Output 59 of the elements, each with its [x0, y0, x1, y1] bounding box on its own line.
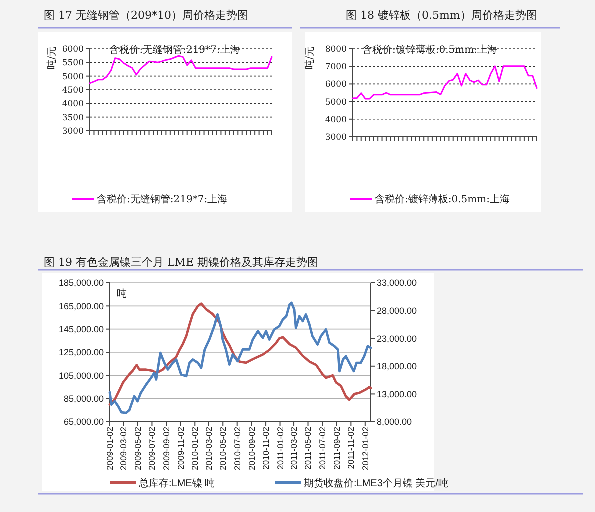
legend-label: 含税价:无缝钢管:219*7:上海 [97, 194, 228, 206]
y-tick-label: 4000 [62, 100, 84, 110]
y-tick-label: 3500 [62, 113, 84, 124]
y2-tick-label: 28,000.00 [377, 306, 418, 316]
y-axis-title: 吨 [117, 288, 127, 300]
x-tick-label: 2011-05-02 [303, 426, 314, 470]
x-tick-label: 2012-01-02 [360, 426, 370, 470]
y-tick-label: 4000 [325, 115, 347, 126]
chart-title: 图 18 镀锌板（0.5mm）周价格走势图 [346, 9, 538, 22]
y-tick-label: 105,000.00 [58, 370, 104, 381]
line-series [352, 66, 538, 100]
y2-tick-label: 8,000.00 [377, 417, 412, 428]
y-tick-label: 7000 [325, 62, 347, 73]
y2-tick-label: 33,000.00 [377, 278, 418, 288]
y2-tick-label: 18,000.00 [377, 362, 418, 372]
chart-title: 图 17 无缝钢管（209*10）周价格走势图 [44, 9, 248, 22]
y-tick-label: 8000 [325, 44, 347, 55]
y-tick-label: 165,000.00 [58, 301, 104, 312]
y-tick-label: 3000 [62, 126, 84, 137]
chart-title: 图 19 有色金属镍三个月 LME 期镍价格及其库存走势图 [44, 256, 319, 269]
y-tick-label: 125,000.00 [58, 348, 104, 358]
x-tick-label: 2010-09-02 [246, 426, 257, 470]
y-tick-label: 5000 [325, 98, 347, 108]
x-tick-label: 2010-03-02 [204, 426, 214, 470]
chart-subtitle: 含税价:镀锌薄板:0.5mm:上海 [362, 44, 498, 56]
x-tick-label: 2010-01-02 [190, 426, 200, 470]
y-tick-label: 145,000.00 [58, 324, 104, 334]
y-tick-label: 6000 [325, 80, 347, 90]
x-tick-label: 2009-09-02 [162, 426, 172, 470]
x-tick-label: 2010-07-02 [232, 426, 242, 470]
y-axis-title: 吨/元 [304, 46, 316, 70]
y-tick-label: 65,000.00 [64, 417, 104, 428]
x-tick-label: 2011-07-02 [317, 426, 328, 470]
x-tick-label: 2010-11-02 [261, 426, 272, 470]
legend-label: 期货收盘价:LME3个月镍 美元/吨 [304, 478, 448, 490]
x-tick-label: 2009-11-02 [176, 426, 186, 470]
y-tick-label: 5500 [62, 58, 84, 69]
x-tick-label: 2010-05-02 [218, 426, 228, 470]
x-tick-label: 2011-11-02 [346, 426, 356, 470]
x-tick-label: 2009-03-02 [118, 426, 129, 470]
legend-label: 总库存:LME镍 吨 [138, 478, 216, 490]
y-tick-label: 5000 [62, 72, 84, 82]
x-tick-label: 2009-05-02 [132, 426, 143, 470]
y-tick-label: 185,000.00 [58, 278, 104, 288]
y2-tick-label: 13,000.00 [377, 389, 418, 400]
y-tick-label: 3000 [325, 132, 347, 143]
x-tick-label: 2009-01-02 [104, 426, 115, 470]
x-tick-label: 2011-03-02 [289, 426, 300, 470]
x-tick-label: 2011-01-02 [275, 426, 286, 470]
line-series [89, 55, 273, 84]
x-tick-label: 2011-09-02 [332, 426, 342, 470]
y-tick-label: 6000 [62, 44, 84, 55]
y-tick-label: 4500 [62, 86, 84, 96]
y2-tick-label: 23,000.00 [377, 334, 418, 344]
legend-label: 含税价:镀锌薄板:0.5mm:上海 [375, 194, 510, 206]
x-tick-label: 2009-07-02 [147, 426, 158, 470]
y-axis-title: 吨/元 [46, 46, 58, 70]
y-tick-label: 85,000.00 [64, 394, 104, 404]
chart-subtitle: 含税价:无缝钢管:219*7:上海 [110, 44, 240, 56]
